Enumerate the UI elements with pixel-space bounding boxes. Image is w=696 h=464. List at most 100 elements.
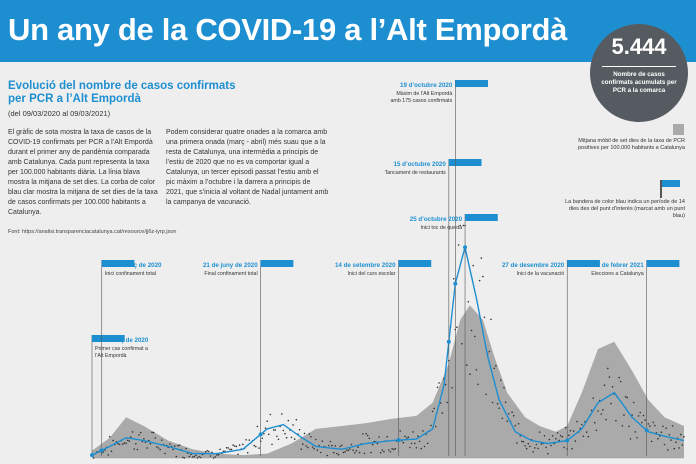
daily-rate-point [410, 442, 413, 445]
daily-rate-point [191, 456, 194, 458]
daily-rate-point [354, 452, 356, 454]
daily-rate-point [246, 451, 249, 454]
daily-rate-point [564, 426, 567, 429]
daily-rate-point [157, 447, 160, 449]
daily-rate-point [258, 447, 260, 449]
annotation-flag [101, 260, 135, 267]
daily-rate-point [255, 445, 257, 448]
daily-rate-point [446, 401, 449, 404]
intro-paragraph-2: Podem considerar quatre onades a la coma… [166, 129, 329, 206]
daily-rate-point [668, 434, 671, 436]
daily-rate-point [300, 448, 303, 451]
annotation-point [446, 339, 451, 344]
daily-rate-point [496, 402, 499, 405]
daily-rate-point [130, 436, 132, 438]
catalonia-area [92, 305, 684, 458]
daily-rate-point [576, 420, 578, 423]
daily-rate-point [512, 414, 515, 417]
daily-rate-point [381, 449, 384, 451]
daily-rate-point [488, 350, 491, 353]
daily-rate-point [581, 423, 583, 426]
daily-rate-point [514, 424, 517, 427]
daily-rate-point [675, 441, 677, 444]
daily-rate-point [587, 435, 590, 438]
annotation-text: Eleccions a Catalunya [591, 271, 643, 277]
daily-rate-point [498, 407, 500, 410]
daily-rate-point [504, 401, 507, 404]
daily-rate-point [634, 431, 637, 433]
daily-rate-point [417, 435, 419, 438]
intro-paragraph-1: El gràfic de sota mostra la taxa de caso… [8, 129, 158, 216]
daily-rate-point [451, 387, 453, 389]
daily-rate-point [122, 443, 124, 445]
daily-rate-point [605, 418, 607, 421]
total-cases-badge: 5.444 Nombre de casos confirmats acumula… [590, 24, 688, 122]
daily-rate-point [461, 342, 463, 345]
annotation-point [644, 428, 649, 433]
daily-rate-point [266, 420, 269, 423]
daily-rate-point [499, 379, 502, 382]
daily-rate-point [271, 443, 273, 446]
annotation-date: 14 de febrer 2021 [593, 262, 644, 269]
daily-rate-point [516, 442, 518, 444]
daily-rate-point [341, 444, 343, 447]
daily-rate-point [559, 434, 562, 437]
daily-rate-point [117, 442, 119, 445]
daily-rate-point [470, 329, 473, 332]
daily-rate-point [144, 441, 147, 444]
daily-rate-point [548, 438, 551, 441]
catalonia-legend-text: Mitjana mòbil de set dies de la taxa de … [577, 138, 685, 151]
daily-rate-point [678, 447, 680, 449]
daily-rate-point [391, 448, 393, 450]
annotation-text: Inici toc de queda [421, 225, 463, 231]
daily-rate-point [321, 440, 324, 442]
annotation-date: 15 de març de 2020 [105, 262, 162, 269]
annotation-date: 9 de març de 2020 [95, 337, 149, 344]
daily-rate-point [386, 435, 389, 438]
annotation-point [463, 245, 468, 250]
daily-rate-point [217, 453, 220, 456]
annotation-text: l’Alt Empordà [95, 353, 127, 359]
date-range: (del 09/03/2020 al 09/03/2021) [8, 109, 111, 118]
daily-rate-point [363, 452, 366, 455]
daily-rate-point [508, 413, 510, 415]
daily-rate-point [268, 433, 270, 436]
daily-rate-point [478, 279, 481, 282]
daily-rate-point [185, 447, 187, 450]
daily-rate-point [178, 444, 181, 446]
daily-rate-point [277, 438, 280, 441]
daily-rate-point [681, 444, 684, 446]
daily-rate-point [456, 326, 458, 329]
daily-rate-point [435, 425, 437, 428]
daily-rate-point [125, 442, 127, 445]
daily-rate-point [177, 444, 179, 447]
daily-rate-point [355, 449, 358, 452]
daily-rate-point [490, 318, 492, 321]
daily-rate-point [238, 444, 241, 446]
daily-rate-point [285, 436, 288, 439]
daily-rate-point [615, 419, 617, 422]
daily-rate-point [313, 447, 316, 450]
daily-rate-point [182, 456, 184, 459]
daily-rate-point [316, 449, 319, 451]
daily-rate-point [608, 376, 611, 378]
daily-rate-point [563, 446, 565, 449]
daily-rate-point [336, 452, 338, 455]
daily-rate-point [524, 445, 526, 447]
daily-rate-point [619, 380, 622, 383]
daily-rate-point [585, 431, 588, 433]
total-cases-caption: Nombre de casos confirmats acumulats per… [601, 71, 677, 94]
daily-rate-point [647, 423, 650, 425]
daily-rate-point [139, 431, 142, 434]
daily-rate-point [597, 410, 599, 412]
daily-rate-point [152, 431, 155, 434]
daily-rate-point [371, 443, 374, 446]
daily-rate-point [334, 445, 337, 447]
annotation-date: 19 d’octubre 2020 [400, 82, 453, 89]
daily-rate-point [337, 453, 340, 456]
annotation-text: Inici confinament total [105, 271, 156, 277]
daily-rate-point [276, 435, 278, 438]
daily-rate-point [495, 364, 497, 367]
daily-rate-point [534, 447, 536, 449]
daily-rate-point [156, 446, 158, 448]
